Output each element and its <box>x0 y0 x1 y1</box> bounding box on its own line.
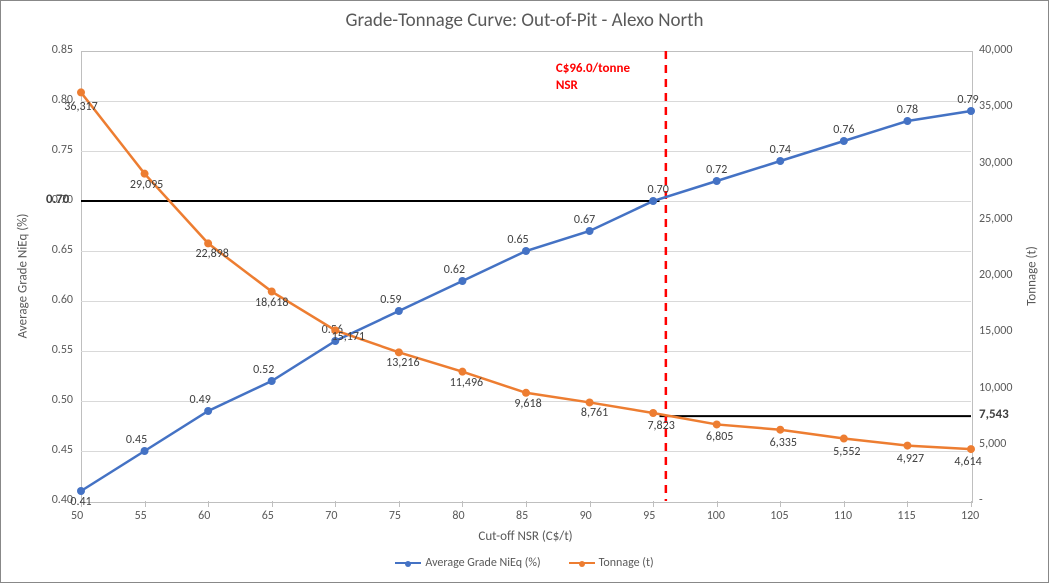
x-tick-label: 50 <box>71 509 83 523</box>
gridline-h <box>81 301 971 302</box>
chart-title: Grade-Tonnage Curve: Out-of-Pit - Alexo … <box>1 9 1048 32</box>
y-right-tick-label: - <box>979 493 983 507</box>
legend-swatch <box>395 562 421 564</box>
data-label: 13,216 <box>386 356 419 370</box>
data-label: 9,618 <box>514 397 541 411</box>
legend: Average Grade NiEq (%) Tonnage (t) <box>1 556 1048 570</box>
y-right-tick-label: 20,000 <box>979 268 1012 282</box>
data-label: 0.41 <box>70 495 91 509</box>
x-tick-label: 85 <box>516 509 528 523</box>
legend-swatch <box>569 562 595 564</box>
legend-label: Average Grade NiEq (%) <box>425 556 540 570</box>
x-tick-label: 70 <box>325 509 337 523</box>
x-axis-title: Cut-off NSR (C$/t) <box>1 529 1049 544</box>
chart-container: Grade-Tonnage Curve: Out-of-Pit - Alexo … <box>0 0 1049 583</box>
y-left-tick-label: 0.55 <box>52 343 73 357</box>
gridline-h <box>81 101 971 102</box>
x-tick-mark <box>335 501 336 507</box>
x-tick-label: 110 <box>834 509 852 523</box>
gridline-h <box>81 351 971 352</box>
x-tick-label: 65 <box>262 509 274 523</box>
legend-item: Average Grade NiEq (%) <box>395 556 540 570</box>
data-label: 5,552 <box>833 445 860 459</box>
data-label: 0.52 <box>253 363 274 377</box>
x-tick-mark <box>971 501 972 507</box>
data-label: 11,496 <box>450 376 483 390</box>
data-label: 4,927 <box>897 452 924 466</box>
data-label: 0.45 <box>126 433 147 447</box>
x-tick-mark <box>590 501 591 507</box>
y-right-tick-label: 30,000 <box>979 156 1012 170</box>
gridline-h <box>81 151 971 152</box>
data-label: 36,317 <box>64 100 97 114</box>
x-tick-label: 115 <box>897 509 915 523</box>
x-tick-mark <box>780 501 781 507</box>
x-tick-mark <box>272 501 273 507</box>
reference-callout: 0.70 <box>46 192 69 207</box>
y-left-tick-label: 0.85 <box>52 43 73 57</box>
gridline-h <box>81 201 971 202</box>
data-label: 0.78 <box>897 103 918 117</box>
data-label: 0.70 <box>648 183 669 197</box>
x-tick-label: 105 <box>770 509 788 523</box>
y-left-tick-label: 0.50 <box>52 393 73 407</box>
data-label: 0.67 <box>574 213 595 227</box>
vertical-ref-annotation: C$96.0/tonneNSR <box>556 61 630 95</box>
data-label: 0.62 <box>444 263 465 277</box>
data-label: 0.49 <box>190 393 211 407</box>
y-right-tick-label: 35,000 <box>979 99 1012 113</box>
x-tick-mark <box>145 501 146 507</box>
x-tick-mark <box>462 501 463 507</box>
x-tick-mark <box>526 501 527 507</box>
reference-callout: 7,543 <box>979 407 1009 422</box>
data-label: 8,761 <box>581 406 608 420</box>
data-label: 0.76 <box>833 123 854 137</box>
data-label: 18,618 <box>255 296 288 310</box>
y-left-tick-label: 0.45 <box>52 443 73 457</box>
y-left-tick-label: 0.75 <box>52 143 73 157</box>
data-label: 0.59 <box>380 293 401 307</box>
data-label: 7,823 <box>647 419 674 433</box>
data-label: 0.65 <box>507 233 528 247</box>
y-right-axis-title: Tonnage (t) <box>1025 246 1040 306</box>
x-tick-label: 90 <box>580 509 592 523</box>
data-label: 0.79 <box>957 93 978 107</box>
y-left-tick-label: 0.65 <box>52 243 73 257</box>
x-tick-mark <box>907 501 908 507</box>
x-tick-label: 55 <box>135 509 147 523</box>
y-left-tick-label: 0.60 <box>52 293 73 307</box>
data-label: 29,095 <box>130 178 163 192</box>
x-tick-mark <box>399 501 400 507</box>
legend-item: Tonnage (t) <box>569 556 654 570</box>
data-label: 0.74 <box>770 143 791 157</box>
x-tick-mark <box>717 501 718 507</box>
legend-label: Tonnage (t) <box>599 556 654 570</box>
x-tick-label: 100 <box>707 509 725 523</box>
y-right-tick-label: 10,000 <box>979 381 1012 395</box>
y-right-tick-label: 15,000 <box>979 324 1012 338</box>
y-right-tick-label: 5,000 <box>979 437 1006 451</box>
data-label: 6,335 <box>770 436 797 450</box>
y-right-tick-label: 40,000 <box>979 43 1012 57</box>
data-label: 15,171 <box>332 330 365 344</box>
data-label: 22,898 <box>195 247 228 261</box>
x-tick-label: 75 <box>389 509 401 523</box>
x-tick-mark <box>844 501 845 507</box>
x-tick-mark <box>208 501 209 507</box>
data-label: 4,614 <box>954 455 981 469</box>
x-tick-label: 120 <box>961 509 979 523</box>
x-tick-mark <box>653 501 654 507</box>
x-tick-label: 95 <box>643 509 655 523</box>
y-right-tick-label: 25,000 <box>979 212 1012 226</box>
y-left-axis-title: Average Grade NiEq (%) <box>16 214 31 339</box>
plot-area <box>81 51 973 503</box>
x-tick-label: 60 <box>198 509 210 523</box>
x-tick-label: 80 <box>452 509 464 523</box>
data-label: 6,805 <box>706 430 733 444</box>
data-label: 0.72 <box>706 163 727 177</box>
